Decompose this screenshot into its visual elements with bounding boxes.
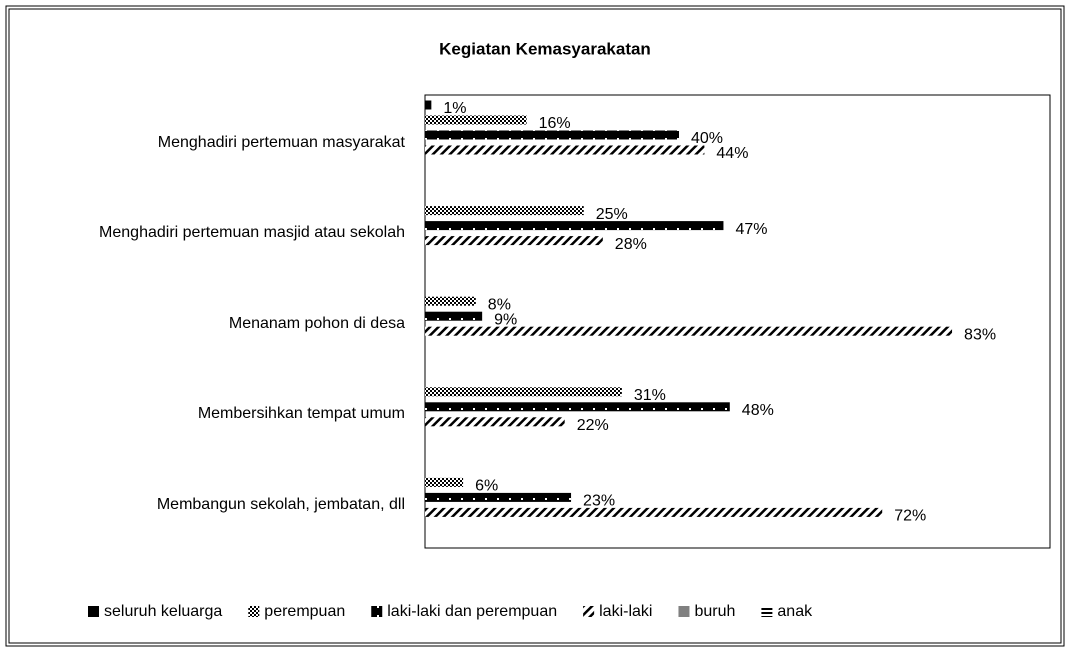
legend-label: laki-laki dan perempuan [387, 603, 557, 620]
bar [425, 145, 705, 155]
bar [425, 492, 572, 502]
bar [425, 206, 584, 216]
legend-marker [248, 606, 260, 617]
data-label: 48% [742, 402, 774, 419]
category-label: Menanam pohon di desa [60, 313, 405, 335]
data-label: 6% [475, 478, 498, 495]
category-text: Menghadiri pertemuan masjid atau sekolah [99, 224, 405, 242]
bar [425, 296, 476, 306]
data-label: 22% [577, 417, 609, 434]
data-label: 44% [716, 145, 748, 162]
legend-marker [678, 606, 690, 617]
plot-area [424, 94, 1051, 549]
data-label: 25% [596, 206, 628, 223]
category-text: Membersihkan tempat umum [197, 405, 405, 423]
category-label: Membersihkan tempat umum [60, 403, 405, 425]
bar [425, 130, 679, 140]
data-label: 72% [894, 508, 926, 525]
bar [425, 326, 953, 336]
data-label: 1% [443, 100, 466, 117]
chart-title: Kegiatan Kemasyarakatan [439, 39, 651, 58]
data-label: 40% [691, 130, 723, 147]
bar [425, 115, 527, 125]
bar [425, 236, 603, 246]
category-text: Menghadiri pertemuan masyarakat [157, 133, 405, 151]
data-label: 9% [494, 311, 517, 328]
data-label: 47% [735, 221, 767, 238]
bar [425, 507, 883, 517]
bar [425, 100, 432, 110]
legend-label: buruh [694, 603, 735, 620]
data-label: 23% [583, 493, 615, 510]
outer-border [5, 5, 1065, 647]
legend-label: seluruh keluarga [104, 603, 222, 620]
bar [425, 387, 622, 397]
category-label: Menghadiri pertemuan masyarakat [60, 132, 405, 154]
data-label: 8% [488, 296, 511, 313]
legend-label: laki-laki [599, 603, 652, 620]
legend-label: perempuan [264, 603, 345, 620]
bar [425, 311, 483, 321]
category-text: Membangun sekolah, jembatan, dll [156, 495, 405, 513]
inner-border [8, 8, 1062, 644]
category-label: Membangun sekolah, jembatan, dll [60, 494, 405, 516]
bar [425, 417, 565, 427]
legend-marker [88, 606, 99, 617]
data-label: 28% [615, 236, 647, 253]
bar [425, 477, 464, 487]
category-text: Menanam pohon di desa [228, 314, 405, 332]
bar [425, 221, 724, 231]
bar [425, 402, 730, 412]
data-label: 31% [634, 387, 666, 404]
legend-marker [371, 606, 383, 617]
legend-label: anak [777, 603, 813, 620]
legend-marker [761, 606, 773, 617]
category-label: Menghadiri pertemuan masjid atau sekolah [60, 222, 405, 244]
legend-marker [583, 606, 595, 617]
data-label: 83% [964, 326, 996, 343]
data-label: 16% [539, 115, 571, 132]
